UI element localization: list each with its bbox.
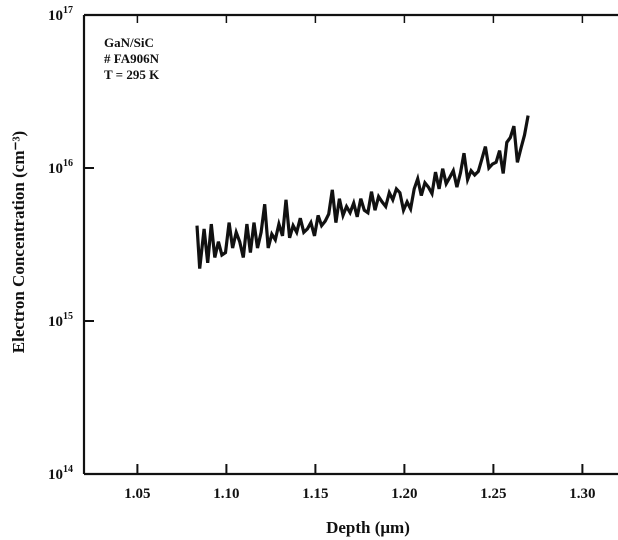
x-tick-label: 1.10 (213, 486, 239, 502)
series-group (195, 115, 530, 269)
y-tick-label-exponent: 17 (63, 5, 73, 16)
x-tick-label: 1.05 (124, 486, 150, 502)
y-tick-label: 1015 (48, 311, 73, 330)
x-axis-tick-labels: 1.05 1.10 1.15 1.20 1.25 1.30 (124, 486, 595, 502)
y-tick-label-base: 10 (48, 314, 63, 330)
y-tick-label-exponent: 16 (63, 158, 73, 169)
y-axis-title: Electron Concentration (cm⁻³) (9, 131, 28, 353)
x-tick-label: 1.20 (391, 486, 417, 502)
x-axis-title: Depth (μm) (326, 518, 410, 537)
y-axis-ticks (84, 14, 94, 475)
depth-profile-line (195, 115, 530, 269)
y-tick-label-base: 10 (48, 161, 63, 177)
y-tick-label: 1016 (48, 158, 73, 177)
y-tick-label: 1014 (48, 464, 73, 483)
y-tick-label-exponent: 15 (63, 311, 73, 322)
x-axis-ticks (136, 15, 584, 474)
annotation-line: # FA906N (104, 51, 160, 66)
y-tick-label-base: 10 (48, 8, 63, 24)
y-tick-label: 1017 (48, 5, 73, 24)
axis-frame (82, 13, 618, 476)
x-tick-label: 1.15 (302, 486, 328, 502)
annotation-line: GaN/SiC (104, 35, 154, 50)
annotation-line: T = 295 K (104, 67, 160, 82)
x-tick-label: 1.25 (480, 486, 506, 502)
y-tick-label-base: 10 (48, 467, 63, 483)
y-tick-label-exponent: 14 (63, 464, 73, 475)
x-tick-label: 1.30 (569, 486, 595, 502)
